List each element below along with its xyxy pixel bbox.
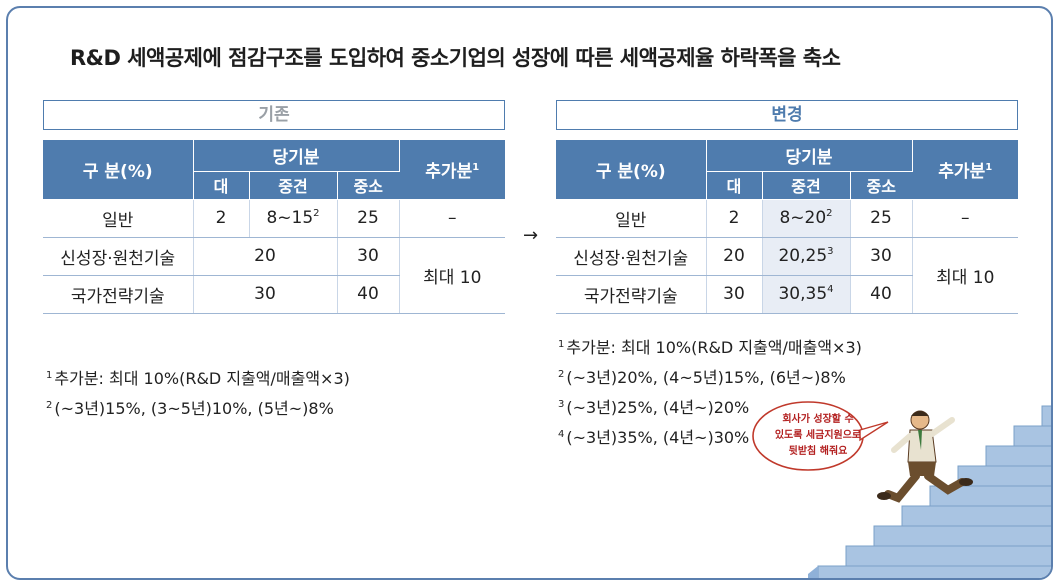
cell-small: 25 (337, 199, 400, 238)
cell-small: 25 (850, 199, 913, 238)
table-row: 일반 2 8~202 25 – (556, 199, 1018, 238)
before-table: 구 분(%) 당기분 추가분1 대 중견 중소 일반 2 8~152 25 – … (43, 140, 505, 314)
cell-small: 30 (337, 237, 400, 276)
row-label: 신성장·원천기술 (556, 237, 707, 276)
cell-merged: 20 (193, 237, 338, 276)
businessman-figure (877, 410, 973, 503)
cell-extra-merged: 최대 10 (399, 237, 505, 314)
infographic-frame: R&D 세액공제에 점감구조를 도입하여 중소기업의 성장에 따른 세액공제율 … (6, 6, 1053, 580)
table-row: 국가전략기술 30 30,354 40 (556, 275, 1018, 314)
before-col-current: 당기분 (193, 140, 400, 172)
cell-small: 40 (337, 275, 400, 314)
cell-large: 30 (706, 275, 763, 314)
table-row: 일반 2 8~152 25 – (43, 199, 505, 238)
page-title: R&D 세액공제에 점감구조를 도입하여 중소기업의 성장에 따른 세액공제율 … (70, 46, 841, 70)
before-note-1: 1 추가분: 최대 10%(R&D 지출액/매출액×3) (46, 369, 350, 388)
before-col-small: 중소 (337, 171, 399, 200)
after-col-mid: 중견 (762, 171, 851, 200)
after-heading: 변경 (556, 100, 1018, 130)
before-col-extra: 추가분1 (399, 140, 505, 200)
after-note-1: 1 추가분: 최대 10%(R&D 지출액/매출액×3) (558, 338, 862, 357)
cell-large: 2 (706, 199, 763, 238)
cell-large: 2 (193, 199, 250, 238)
row-label: 신성장·원천기술 (43, 237, 194, 276)
speech-bubble-text: 회사가 성장할 수 있도록 세금지원으로 뒷받침 해줘요 (770, 412, 866, 460)
after-col-current: 당기분 (706, 140, 913, 172)
cell-mid: 20,253 (762, 237, 851, 276)
cell-mid: 8~152 (249, 199, 338, 238)
stairs-side (808, 566, 818, 578)
after-note-3: 3 (~3년)25%, (4년~)20% (558, 398, 750, 417)
cell-merged: 30 (193, 275, 338, 314)
cell-small: 30 (850, 237, 913, 276)
cell-mid: 8~202 (762, 199, 851, 238)
cell-mid: 30,354 (762, 275, 851, 314)
speech-line-2: 있도록 세금지원으로 (774, 430, 862, 441)
speech-line-3: 뒷받침 해줘요 (788, 446, 848, 457)
table-row: 국가전략기술 30 40 (43, 275, 505, 314)
after-col-category: 구 분(%) (556, 140, 707, 200)
stairs-illustration (752, 401, 1051, 578)
cell-extra-merged: 최대 10 (912, 237, 1018, 314)
table-row: 신성장·원천기술 20 30 최대 10 (43, 237, 505, 314)
before-col-category: 구 분(%) (43, 140, 194, 200)
after-table: 구 분(%) 당기분 추가분1 대 중견 중소 일반 2 8~202 25 – … (556, 140, 1018, 314)
arrow-icon: → (523, 225, 539, 246)
before-heading-label: 기존 (258, 105, 290, 125)
row-label: 일반 (556, 199, 707, 238)
row-label: 국가전략기술 (556, 275, 707, 314)
cell-extra: – (399, 199, 505, 238)
cell-small: 40 (850, 275, 913, 314)
stairs (817, 405, 1051, 578)
before-note-2: 2 (~3년)15%, (3~5년)10%, (5년~)8% (46, 399, 334, 418)
speech-line-1: 회사가 성장할 수 (782, 414, 854, 425)
cell-large: 20 (706, 237, 763, 276)
table-row: 신성장·원천기술 20 20,253 30 최대 10 (556, 237, 1018, 314)
after-heading-label: 변경 (771, 105, 803, 125)
after-note-4: 4 (~3년)35%, (4년~)30% (558, 428, 750, 447)
cell-extra: – (912, 199, 1018, 238)
row-label: 국가전략기술 (43, 275, 194, 314)
after-col-large: 대 (706, 171, 763, 200)
speech-bubble-tail (859, 421, 889, 442)
after-note-2: 2 (~3년)20%, (4~5년)15%, (6년~)8% (558, 368, 846, 387)
before-heading: 기존 (43, 100, 505, 130)
after-col-extra: 추가분1 (912, 140, 1018, 200)
row-label: 일반 (43, 199, 194, 238)
after-col-small: 중소 (850, 171, 912, 200)
before-col-mid: 중견 (249, 171, 338, 200)
before-col-large: 대 (193, 171, 250, 200)
